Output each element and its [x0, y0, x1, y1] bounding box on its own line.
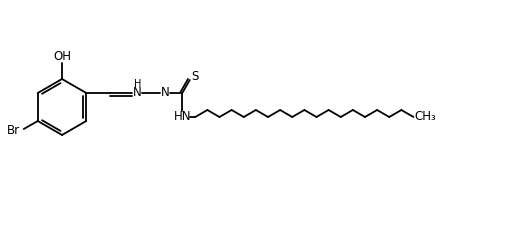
Text: H: H: [134, 79, 141, 89]
Text: S: S: [191, 70, 199, 83]
Text: N: N: [161, 86, 170, 99]
Text: Br: Br: [7, 124, 20, 137]
Text: HN: HN: [174, 110, 191, 124]
Text: OH: OH: [53, 50, 71, 63]
Text: CH₃: CH₃: [415, 110, 436, 122]
Text: N: N: [133, 86, 142, 99]
